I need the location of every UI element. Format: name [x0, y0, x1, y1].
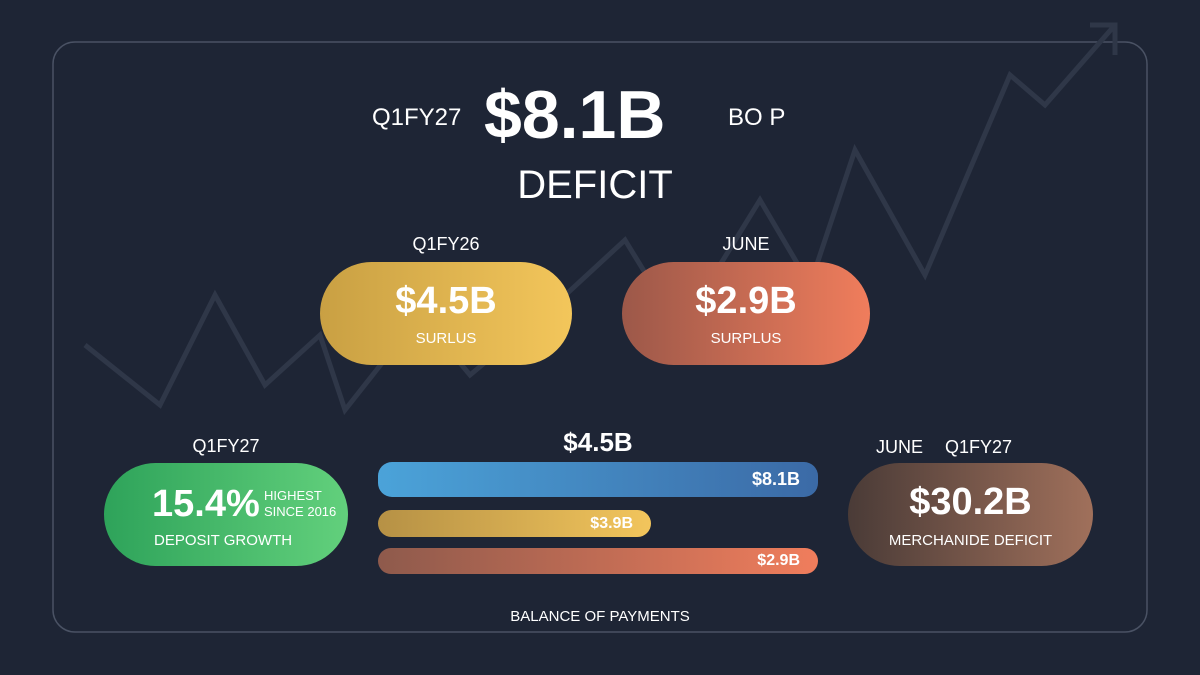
card-label: DEPOSIT GROWTH [154, 532, 293, 549]
card-note: HIGHEST SINCE 2016 [264, 488, 336, 520]
card-label: SURLUS [415, 330, 477, 347]
card-value: $2.9B [695, 280, 797, 322]
card-value: $4.5B [395, 280, 497, 322]
card-period: Q1FY26 [412, 234, 480, 254]
card: $4.5B SURLUS [320, 262, 572, 365]
headline-status: DEFICIT [517, 163, 673, 207]
trend-arrow [1090, 22, 1118, 55]
headline-label: BO P [728, 104, 786, 131]
period: Q1FY27 [372, 104, 462, 131]
note-line: HIGHEST [264, 488, 322, 503]
headline-value: $8.1B [484, 77, 666, 153]
card-period: JUNE [876, 437, 924, 457]
card: $2.9B SURPLUS [622, 262, 870, 365]
note-line: SINCE 2016 [264, 504, 337, 519]
card: $30.2B MERCHANIDE DEFICIT [848, 463, 1093, 566]
trend-line [83, 23, 1117, 416]
card-period: JUNE [722, 234, 770, 254]
bar: $3.9B [378, 510, 651, 537]
bar: $2.9B [378, 548, 818, 574]
card-label: MERCHANIDE DEFICIT [888, 532, 1053, 549]
card-period: Q1FY27 [192, 436, 260, 456]
bars-title: $4.5B [563, 427, 633, 457]
footer: BALANCE OF PAYMENTS [510, 608, 690, 625]
card-label: SURPLUS [710, 330, 782, 347]
card: 15.4% HIGHEST SINCE 2016 DEPOSIT GROWTH [104, 463, 348, 566]
card-value: 15.4% [152, 483, 260, 525]
bar: $8.1B [378, 462, 818, 497]
frame [52, 41, 1148, 633]
card-value: $30.2B [909, 481, 1032, 523]
card-period: Q1FY27 [945, 437, 1013, 457]
